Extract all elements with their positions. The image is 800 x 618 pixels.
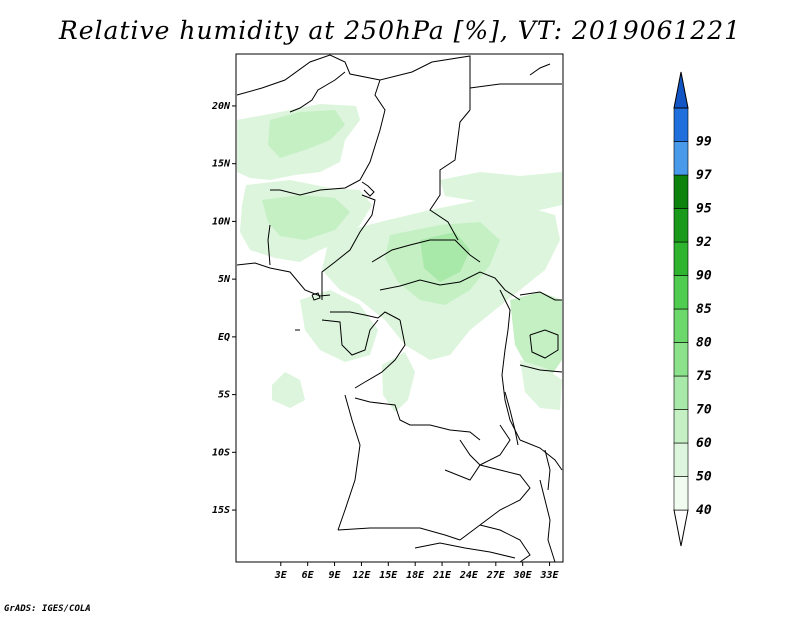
- drc-east-border: [499, 289, 521, 441]
- algeria-mali-border: [236, 54, 381, 96]
- niger-chad-border: [270, 79, 386, 196]
- colorbar-swatch: [673, 342, 689, 377]
- colorbar: 40 50 60 70 75 80 85 90 92 95 97 99: [673, 71, 712, 547]
- south-coast-detail: [414, 542, 516, 559]
- lon-tick-label: 9E: [329, 570, 342, 581]
- lon-tick-label: 18E: [406, 570, 425, 581]
- colorbar-level-label: 75: [696, 369, 712, 384]
- zambia-outline: [444, 464, 531, 541]
- humidity-patch-sahel-core: [268, 110, 345, 158]
- colorbar-swatch: [673, 476, 689, 511]
- lat-tick-label: 15N: [212, 159, 231, 170]
- lon-tick-label: 30E: [513, 570, 533, 581]
- map-frame: [235, 53, 564, 563]
- lat-tick-label: 15S: [212, 505, 230, 516]
- humidity-patch-west-core: [262, 195, 350, 240]
- lon-tick-label: 21E: [432, 570, 452, 581]
- zimbabwe-outline: [479, 524, 531, 563]
- colorbar-bottom-arrow: [673, 509, 689, 547]
- bioko-island: [311, 292, 321, 301]
- humidity-patch-angola-north: [382, 352, 415, 412]
- chad-sudan-border: [429, 109, 471, 241]
- colorbar-level-label: 99: [696, 135, 712, 150]
- egypt-sudan-border: [469, 83, 562, 89]
- humidity-patch-lake-south: [520, 360, 562, 410]
- benin-togo-border: [267, 224, 271, 266]
- longitude-axis: 3E 6E 9E 12E 15E 18E 21E 24E 27E 30E 33E: [274, 562, 560, 581]
- uganda-kenya-border: [519, 291, 562, 301]
- colorbar-swatch: [673, 141, 689, 176]
- car-southern-border: [379, 271, 521, 301]
- mozambique-outline: [539, 479, 556, 563]
- grads-credit: GrADS: IGES/COLA: [4, 604, 91, 614]
- humidity-patch-central-deep: [420, 232, 470, 282]
- colorbar-level-label: 85: [696, 302, 712, 317]
- lon-tick-label: 27E: [486, 570, 506, 581]
- lat-tick-label: 10S: [212, 447, 230, 458]
- colorbar-level-label: 90: [696, 269, 712, 284]
- humidity-patch-lake-region: [510, 292, 562, 380]
- colorbar-swatch: [673, 375, 689, 410]
- lake-tanganyika: [504, 391, 519, 446]
- lon-tick-label: 12E: [352, 570, 371, 581]
- humidity-patch-atlantic: [272, 372, 305, 408]
- lon-tick-label: 33E: [540, 570, 560, 581]
- colorbar-swatch: [673, 308, 689, 343]
- colorbar-swatch: [673, 241, 689, 276]
- red-sea-coast: [529, 63, 551, 76]
- lat-tick-label: 5N: [218, 274, 231, 285]
- lat-tick-label: 5S: [218, 390, 230, 401]
- lake-victoria: [529, 329, 559, 359]
- lon-tick-label: 24E: [459, 570, 479, 581]
- colorbar-swatch: [673, 275, 689, 310]
- congo-drc-border: [354, 319, 406, 389]
- mali-niger-border: [289, 71, 346, 113]
- drc-zambia-border: [459, 424, 511, 466]
- colorbar-level-label: 80: [696, 336, 712, 351]
- country-borders: [236, 54, 563, 563]
- nigeria-southern-coast: [236, 262, 331, 297]
- colorbar-swatch: [673, 409, 689, 444]
- drc-angola-border: [354, 397, 481, 441]
- nigeria-cameroon-border: [321, 194, 376, 300]
- latitude-axis: 20N 15N 10N 5N EQ 5S 10S 15S: [211, 101, 236, 516]
- colorbar-level-label: 50: [696, 470, 712, 485]
- colorbar-level-label: 97: [696, 168, 712, 183]
- colorbar-level-label: 92: [696, 235, 712, 250]
- humidity-shading: [237, 104, 562, 412]
- niger-libya-border: [379, 55, 471, 110]
- gabon-outline: [321, 319, 379, 356]
- colorbar-level-label: 40: [696, 503, 712, 518]
- humidity-patch-congo-basin: [300, 290, 378, 362]
- lon-tick-label: 3E: [274, 570, 288, 581]
- colorbar-swatch: [673, 107, 689, 142]
- lat-tick-label: 20N: [211, 101, 231, 112]
- colorbar-top-arrow: [673, 71, 689, 109]
- lake-malawi: [544, 449, 551, 491]
- angola-west-coast: [337, 394, 361, 531]
- colorbar-swatch: [673, 174, 689, 209]
- lat-tick-label: EQ: [218, 332, 230, 343]
- angola-namibia-border: [337, 527, 461, 541]
- lat-tick-label: 10N: [212, 216, 231, 227]
- colorbar-level-label: 70: [696, 403, 712, 418]
- tanzania-north-border: [519, 364, 563, 373]
- lon-tick-label: 6E: [302, 570, 315, 581]
- colorbar-level-label: 60: [696, 436, 712, 451]
- chart-title: Relative humidity at 250hPa [%], VT: 201…: [58, 16, 742, 45]
- chad-car-border: [371, 239, 481, 263]
- lake-chad: [361, 181, 375, 197]
- colorbar-level-label: 95: [696, 202, 712, 217]
- cameroon-congo-border: [330, 311, 401, 321]
- lon-tick-label: 15E: [379, 570, 398, 581]
- colorbar-swatch: [673, 442, 689, 477]
- colorbar-swatch: [673, 208, 689, 243]
- humidity-patch-east-band: [440, 172, 562, 210]
- tanzania-malawi-border: [519, 439, 563, 471]
